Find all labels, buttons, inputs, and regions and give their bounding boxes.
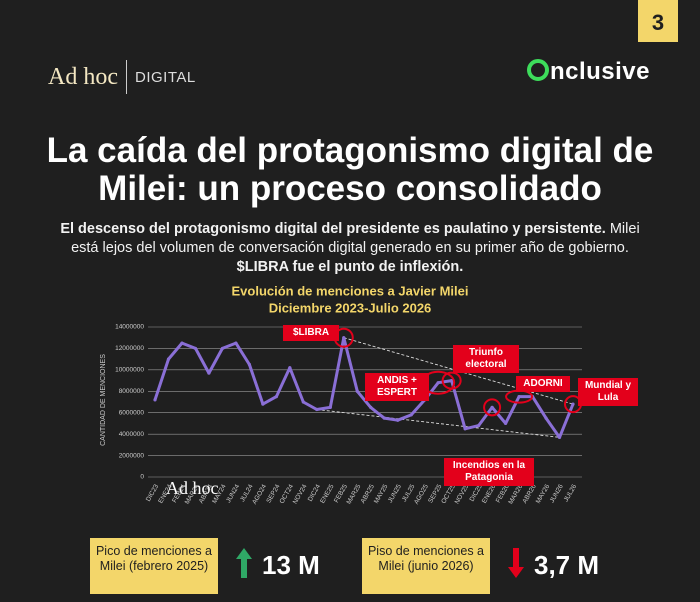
data-point xyxy=(557,435,562,439)
annotation: Incendios en la Patagonia xyxy=(444,458,534,486)
arrow-icon xyxy=(236,548,252,578)
intro: El descenso del protagonismo digital del… xyxy=(55,220,645,277)
annotation: ANDIS + ESPERT xyxy=(365,373,429,401)
arrow-shape xyxy=(508,548,524,578)
data-point xyxy=(342,336,346,340)
data-point xyxy=(544,416,548,420)
data-point xyxy=(409,413,413,417)
stat-arrow xyxy=(508,548,524,578)
logo-ring xyxy=(526,59,549,81)
data-point xyxy=(490,405,494,409)
annotation: ADORNI xyxy=(516,376,570,392)
data-point xyxy=(288,366,292,370)
stat-label: Pico de menciones a Milei (febrero 2025) xyxy=(90,538,218,594)
data-point xyxy=(436,381,440,385)
data-point xyxy=(396,418,400,422)
data-point xyxy=(463,427,467,431)
y-tick-label: 2000000 xyxy=(119,452,145,459)
chart-subtitle: Diciembre 2023-Julio 2026 xyxy=(269,300,432,315)
intro-segment: El descenso del protagonismo digital del… xyxy=(60,221,606,237)
y-tick-label: 8000000 xyxy=(119,388,145,395)
watermark: Ad hoc xyxy=(166,478,219,498)
annotation-layer: $LIBRA Triunfo electoral ANDIS + ESPERT ADO… xyxy=(0,278,700,530)
series-line xyxy=(153,336,575,439)
data-point xyxy=(382,416,386,420)
page-number: 3 xyxy=(638,0,678,42)
y-tick-label: 0 xyxy=(140,474,144,481)
data-point xyxy=(247,362,251,367)
y-tick-label: 4000000 xyxy=(119,431,145,438)
data-point xyxy=(180,341,184,345)
data-point xyxy=(477,423,481,428)
y-axis-label: CANTIDAD DE MENCIONES xyxy=(100,354,107,446)
data-point xyxy=(571,402,575,406)
data-point xyxy=(517,395,521,399)
data-point xyxy=(193,346,198,351)
stat-value: 13 M xyxy=(262,550,320,580)
y-tick-label: 10000000 xyxy=(115,367,144,374)
brand-logo: Ad hoc DIGITAL xyxy=(48,60,196,94)
stat-arrow xyxy=(236,548,252,578)
arrow-shape xyxy=(236,548,252,578)
data-point xyxy=(261,402,265,406)
chart-title: Evolución de menciones a Javier Milei xyxy=(232,283,469,298)
y-tick-label: 6000000 xyxy=(119,409,145,416)
data-point xyxy=(274,395,278,399)
data-point xyxy=(450,378,454,383)
data-point xyxy=(153,398,157,402)
annotation-ring xyxy=(483,398,502,417)
data-point xyxy=(355,389,359,393)
stat-label: Piso de menciones a Milei (junio 2026) xyxy=(362,538,490,594)
data-point xyxy=(220,346,225,351)
y-tick-label: 12000000 xyxy=(115,345,144,352)
intro-segment: $LIBRA fue el punto de inflexión. xyxy=(236,259,464,275)
annotation: Mundial y Lula xyxy=(578,378,638,406)
separator xyxy=(125,60,127,94)
y-tick-label: 14000000 xyxy=(115,324,144,331)
brand-suffix: DIGITAL xyxy=(134,68,196,86)
brand: Ad hoc xyxy=(48,63,118,90)
intro-segment: Milei está lejos del volumen de conversa… xyxy=(71,221,640,256)
data-point xyxy=(328,405,332,409)
data-point xyxy=(166,357,171,361)
data-point xyxy=(207,371,211,375)
headline: La caída del protagonismo digital de Mil… xyxy=(46,131,654,208)
data-point xyxy=(503,421,508,426)
chart: Evolución de menciones a Javier Milei Di… xyxy=(100,283,582,506)
data-point xyxy=(234,341,238,345)
trend-line xyxy=(316,409,560,438)
annotation: Triunfo electoral xyxy=(453,345,519,373)
data-point xyxy=(301,400,305,404)
data-point xyxy=(315,407,319,412)
partner-logo: nclusive xyxy=(526,58,650,86)
arrow-icon xyxy=(508,548,524,578)
annotation: $LIBRA xyxy=(283,325,339,341)
partner: nclusive xyxy=(549,58,650,85)
data-point xyxy=(369,405,373,409)
stat-value: 3,7 M xyxy=(534,550,600,580)
